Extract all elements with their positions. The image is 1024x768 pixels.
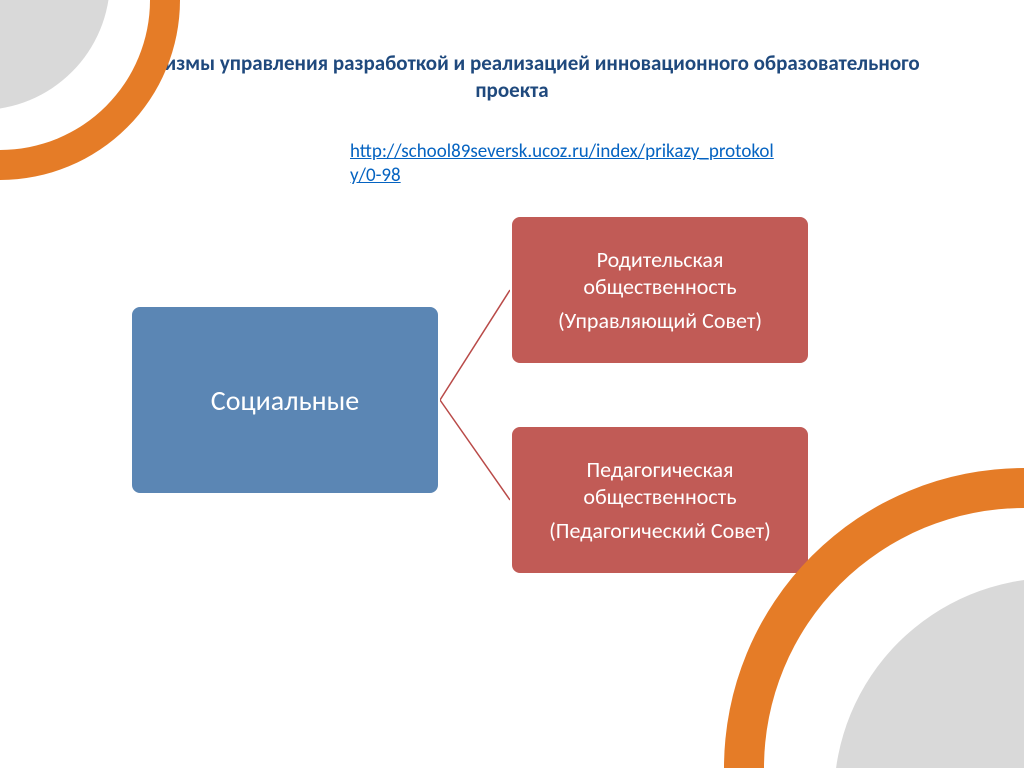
reference-link[interactable]: http://school89seversk.ucoz.ru/index/pri…: [350, 140, 780, 188]
node-child-pedagogical-line2: (Педагогический Совет): [549, 517, 771, 545]
node-child-parental: Родительская общественность (Управляющий…: [510, 215, 810, 365]
edge-root-child1: [440, 290, 510, 400]
slide-title: Механизмы управления разработкой и реали…: [80, 50, 944, 105]
node-child-pedagogical-line1: Педагогическая общественность: [526, 456, 794, 511]
edge-root-child2: [440, 400, 510, 500]
node-child-parental-line1: Родительская общественность: [526, 246, 794, 301]
node-child-parental-line2: (Управляющий Совет): [558, 307, 762, 335]
node-child-pedagogical: Педагогическая общественность (Педагогич…: [510, 425, 810, 575]
node-root-label: Социальные: [211, 383, 359, 418]
hierarchy-diagram: Социальные Родительская общественность (…: [130, 195, 900, 615]
node-root: Социальные: [130, 305, 440, 495]
slide: Механизмы управления разработкой и реали…: [0, 0, 1024, 768]
